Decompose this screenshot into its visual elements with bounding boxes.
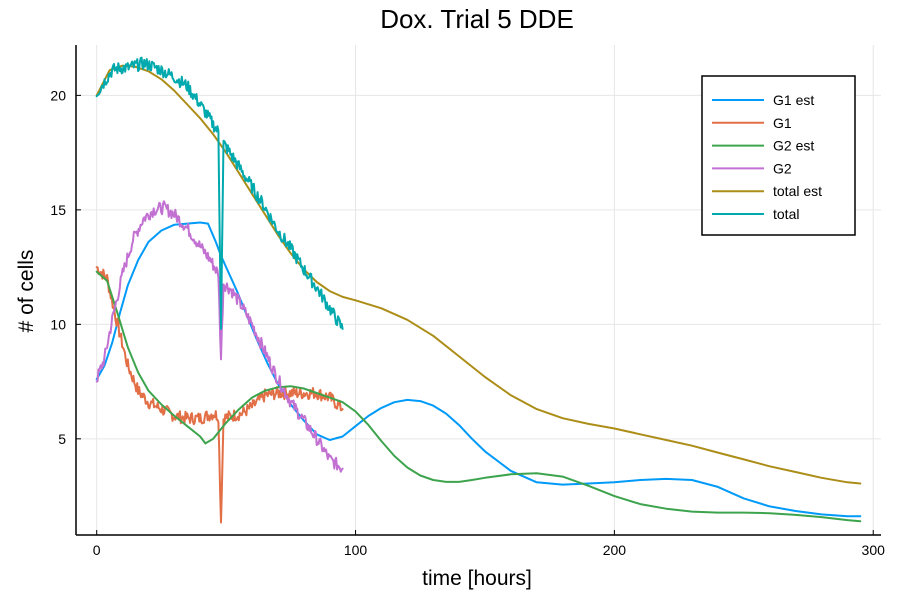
legend-entry-label: G2 est bbox=[773, 138, 814, 154]
series-line-total bbox=[95, 56, 344, 330]
axes: 0 100 200 300 5 10 15 20 bbox=[50, 45, 885, 558]
legend-entry-label: total est bbox=[773, 183, 822, 199]
y-axis-label: # of cells bbox=[15, 250, 38, 333]
legend-entry-label: G2 bbox=[773, 160, 792, 176]
x-tick-label: 0 bbox=[93, 542, 101, 558]
legend-entry-label: G1 bbox=[773, 115, 792, 131]
y-tick-label: 5 bbox=[58, 431, 66, 447]
plot-area bbox=[95, 56, 862, 524]
x-tick-label: 200 bbox=[603, 542, 627, 558]
legend-entry-label: G1 est bbox=[773, 92, 814, 108]
series-line-g1-est bbox=[95, 221, 862, 518]
x-tick-label: 100 bbox=[344, 542, 368, 558]
legend-entry-label: total bbox=[773, 206, 799, 222]
series-line-g1 bbox=[95, 266, 344, 524]
y-tick-label: 20 bbox=[50, 87, 66, 103]
y-tick-label: 15 bbox=[50, 202, 66, 218]
series-line-g2-est bbox=[95, 270, 862, 523]
y-tick-label: 10 bbox=[50, 316, 66, 332]
x-axis-label: time [hours] bbox=[422, 567, 532, 590]
x-tick-label: 300 bbox=[862, 542, 886, 558]
grid bbox=[76, 45, 881, 535]
chart-title: Dox. Trial 5 DDE bbox=[380, 4, 574, 34]
legend-box bbox=[701, 75, 856, 236]
series-line-g2 bbox=[95, 200, 344, 473]
legend: G1 est G1 G2 est G2 total est total bbox=[701, 75, 856, 236]
series-line-total-est bbox=[95, 64, 862, 485]
